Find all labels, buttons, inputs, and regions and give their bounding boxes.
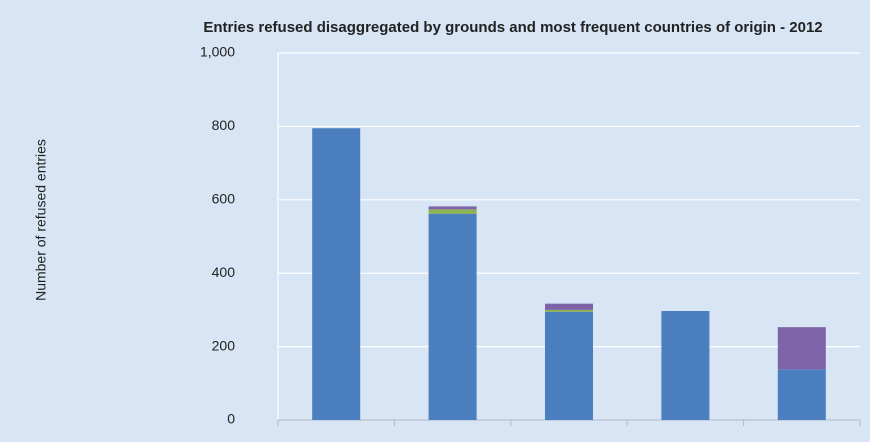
bar-segment	[428, 213, 477, 420]
bar-segment	[428, 206, 477, 210]
y-tick-label: 800	[212, 117, 236, 133]
y-tick-label: 0	[227, 411, 235, 427]
bar-segment	[777, 327, 826, 370]
bar-segment	[545, 309, 593, 312]
bar-segment	[545, 311, 593, 420]
bar-segment	[428, 209, 477, 214]
y-axis-label: Number of refused entries	[33, 139, 49, 301]
y-tick-label: 1,000	[200, 44, 235, 60]
bar-segment	[312, 128, 361, 421]
y-tick-label: 200	[212, 337, 236, 353]
chart-title: Entries refused disaggregated by grounds…	[203, 19, 822, 36]
y-tick-label: 600	[212, 191, 236, 207]
bar-segment	[545, 303, 593, 310]
y-tick-label: 400	[212, 264, 236, 280]
bar-segment	[777, 369, 826, 420]
bar-segment	[661, 311, 710, 420]
